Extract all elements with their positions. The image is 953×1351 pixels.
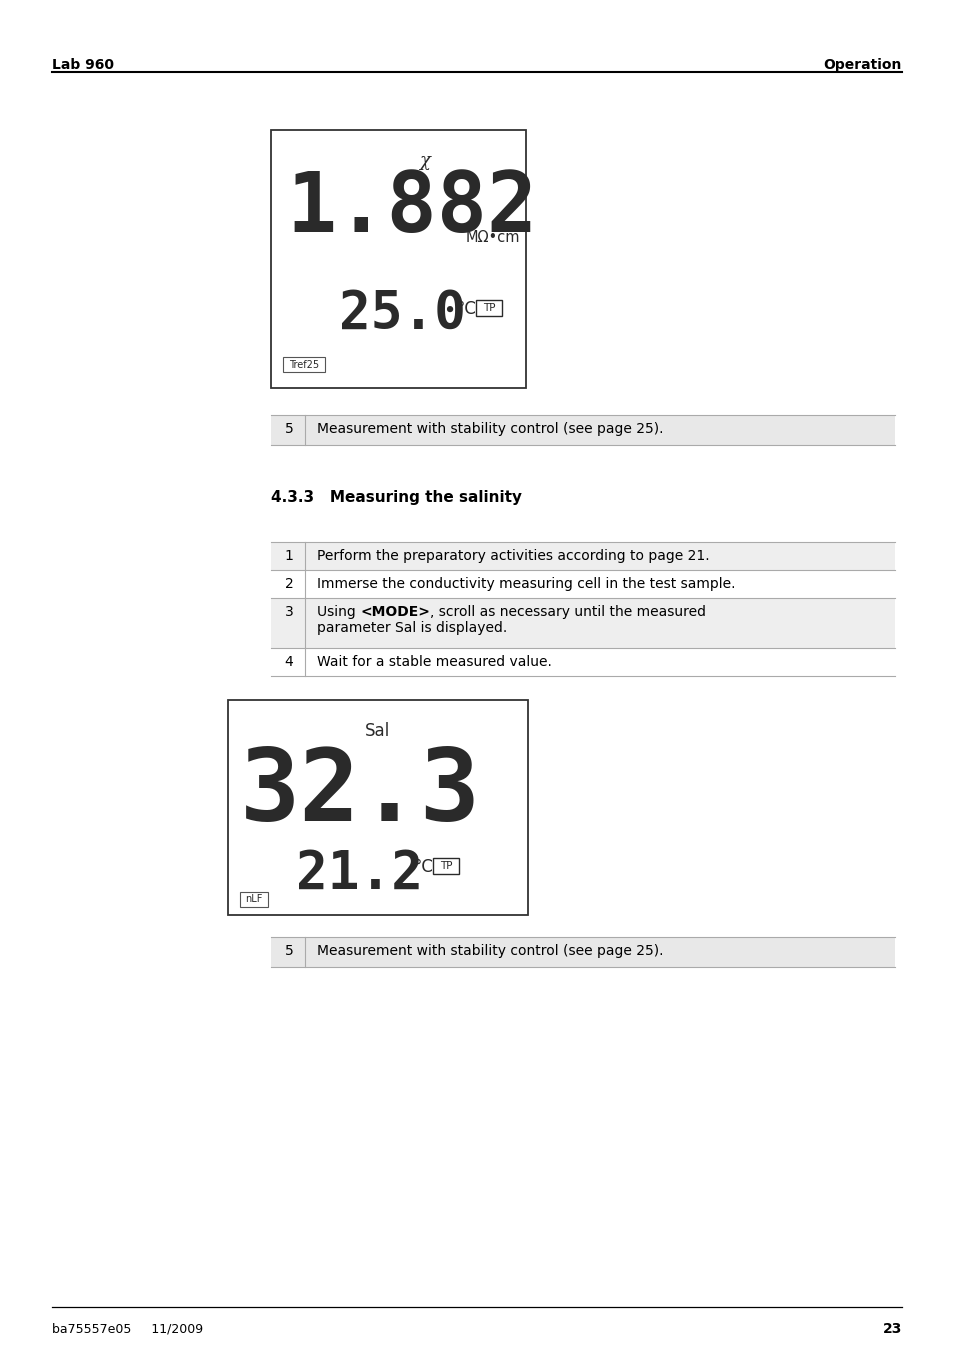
Text: Measurement with stability control (see page 25).: Measurement with stability control (see …: [316, 944, 662, 958]
Text: Tref25: Tref25: [289, 359, 318, 370]
Text: 5: 5: [284, 422, 294, 436]
Text: Wait for a stable measured value.: Wait for a stable measured value.: [316, 655, 551, 669]
Text: 21.2: 21.2: [295, 848, 422, 900]
Text: MΩ•cm: MΩ•cm: [465, 230, 519, 245]
Text: ba75557e05     11/2009: ba75557e05 11/2009: [52, 1323, 203, 1335]
Text: TP: TP: [439, 861, 452, 871]
Text: Lab 960: Lab 960: [52, 58, 113, 72]
Text: 5: 5: [284, 944, 294, 958]
Bar: [271, 938, 894, 967]
Text: 23: 23: [882, 1323, 901, 1336]
Text: °C: °C: [456, 300, 476, 317]
Text: 4: 4: [284, 655, 294, 669]
Text: Immerse the conductivity measuring cell in the test sample.: Immerse the conductivity measuring cell …: [316, 577, 735, 590]
Text: °C: °C: [413, 858, 433, 875]
Text: , scroll as necessary until the measured: , scroll as necessary until the measured: [430, 605, 705, 619]
Text: <MODE>: <MODE>: [359, 605, 430, 619]
Text: Using: Using: [316, 605, 359, 619]
Text: 4.3.3   Measuring the salinity: 4.3.3 Measuring the salinity: [271, 490, 521, 505]
Text: 32.3: 32.3: [240, 744, 480, 842]
Text: Operation: Operation: [822, 58, 901, 72]
Text: 1.882: 1.882: [286, 168, 537, 249]
Bar: [476, 300, 501, 316]
Text: 25.0: 25.0: [338, 288, 465, 340]
Text: parameter Sal is displayed.: parameter Sal is displayed.: [316, 621, 507, 635]
Bar: [240, 892, 268, 907]
Bar: [271, 130, 525, 388]
Text: Perform the preparatory activities according to page 21.: Perform the preparatory activities accor…: [316, 549, 709, 563]
Text: nLF: nLF: [245, 894, 262, 905]
Text: Measurement with stability control (see page 25).: Measurement with stability control (see …: [316, 422, 662, 436]
Text: 1: 1: [284, 549, 294, 563]
Bar: [271, 542, 894, 570]
Text: χ: χ: [418, 153, 429, 170]
Text: TP: TP: [482, 303, 495, 313]
Bar: [433, 858, 458, 874]
Bar: [271, 570, 894, 598]
Text: 3: 3: [284, 605, 294, 619]
Bar: [271, 648, 894, 676]
Text: Sal: Sal: [365, 721, 390, 740]
Bar: [283, 357, 325, 372]
Text: 2: 2: [284, 577, 294, 590]
Bar: [271, 415, 894, 444]
Bar: [271, 598, 894, 648]
Bar: [228, 700, 527, 915]
